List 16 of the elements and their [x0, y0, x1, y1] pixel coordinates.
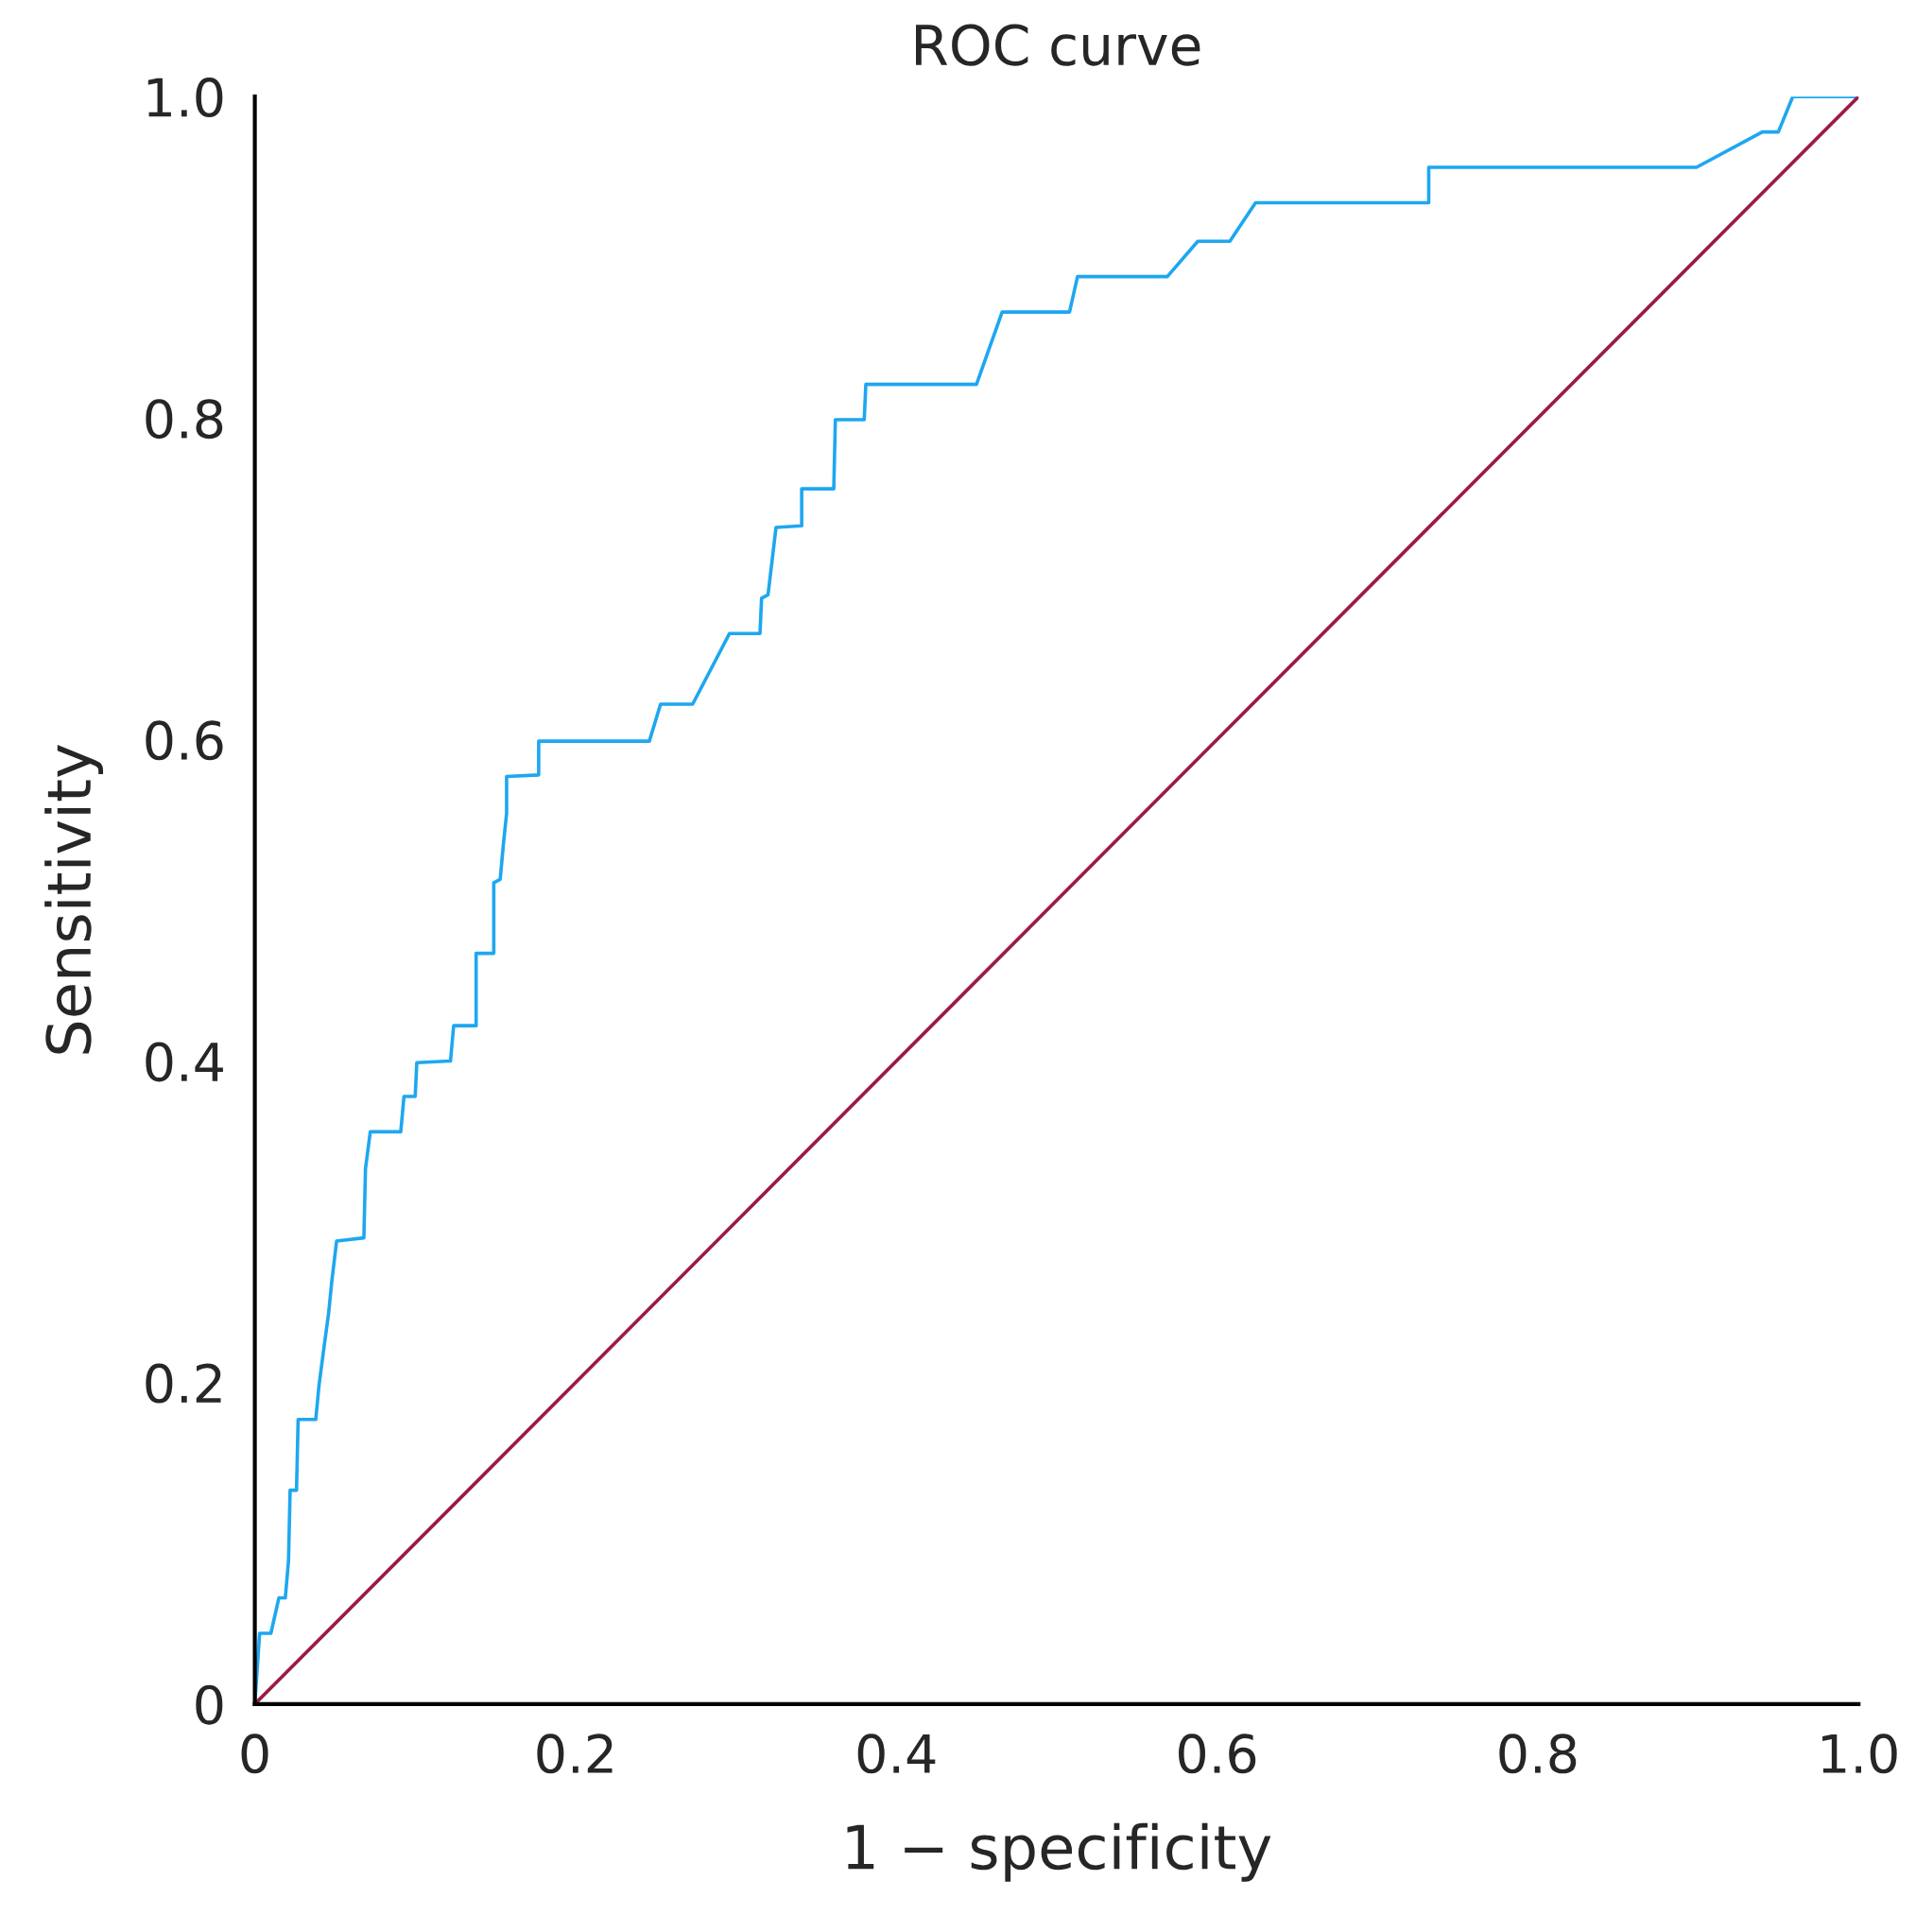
x-axis-title: 1 − specificity — [847, 1822, 1271, 1882]
x-tick-label: 0.4 — [857, 1734, 936, 1774]
y-tick-label: 0.8 — [146, 399, 223, 440]
y-tick-label: 0.2 — [146, 1363, 221, 1404]
x-tick-label: 0.2 — [537, 1734, 613, 1774]
x-tick-label: 1.0 — [1822, 1734, 1897, 1774]
y-tick-label: 0.4 — [146, 1042, 223, 1082]
x-tick-label: 0 — [241, 1734, 268, 1774]
x-tick-label: 0.6 — [1179, 1734, 1256, 1774]
x-tick-label: 0.8 — [1499, 1734, 1577, 1774]
line-series — [254, 96, 1859, 1704]
y-tick-label: 0.6 — [146, 720, 223, 761]
chart-title: ROC curve — [916, 24, 1200, 66]
y-axis-title: Sensitivity — [44, 745, 104, 1054]
y-tick-label: 0 — [196, 1684, 223, 1725]
y-tick-label: 1.0 — [147, 78, 223, 118]
